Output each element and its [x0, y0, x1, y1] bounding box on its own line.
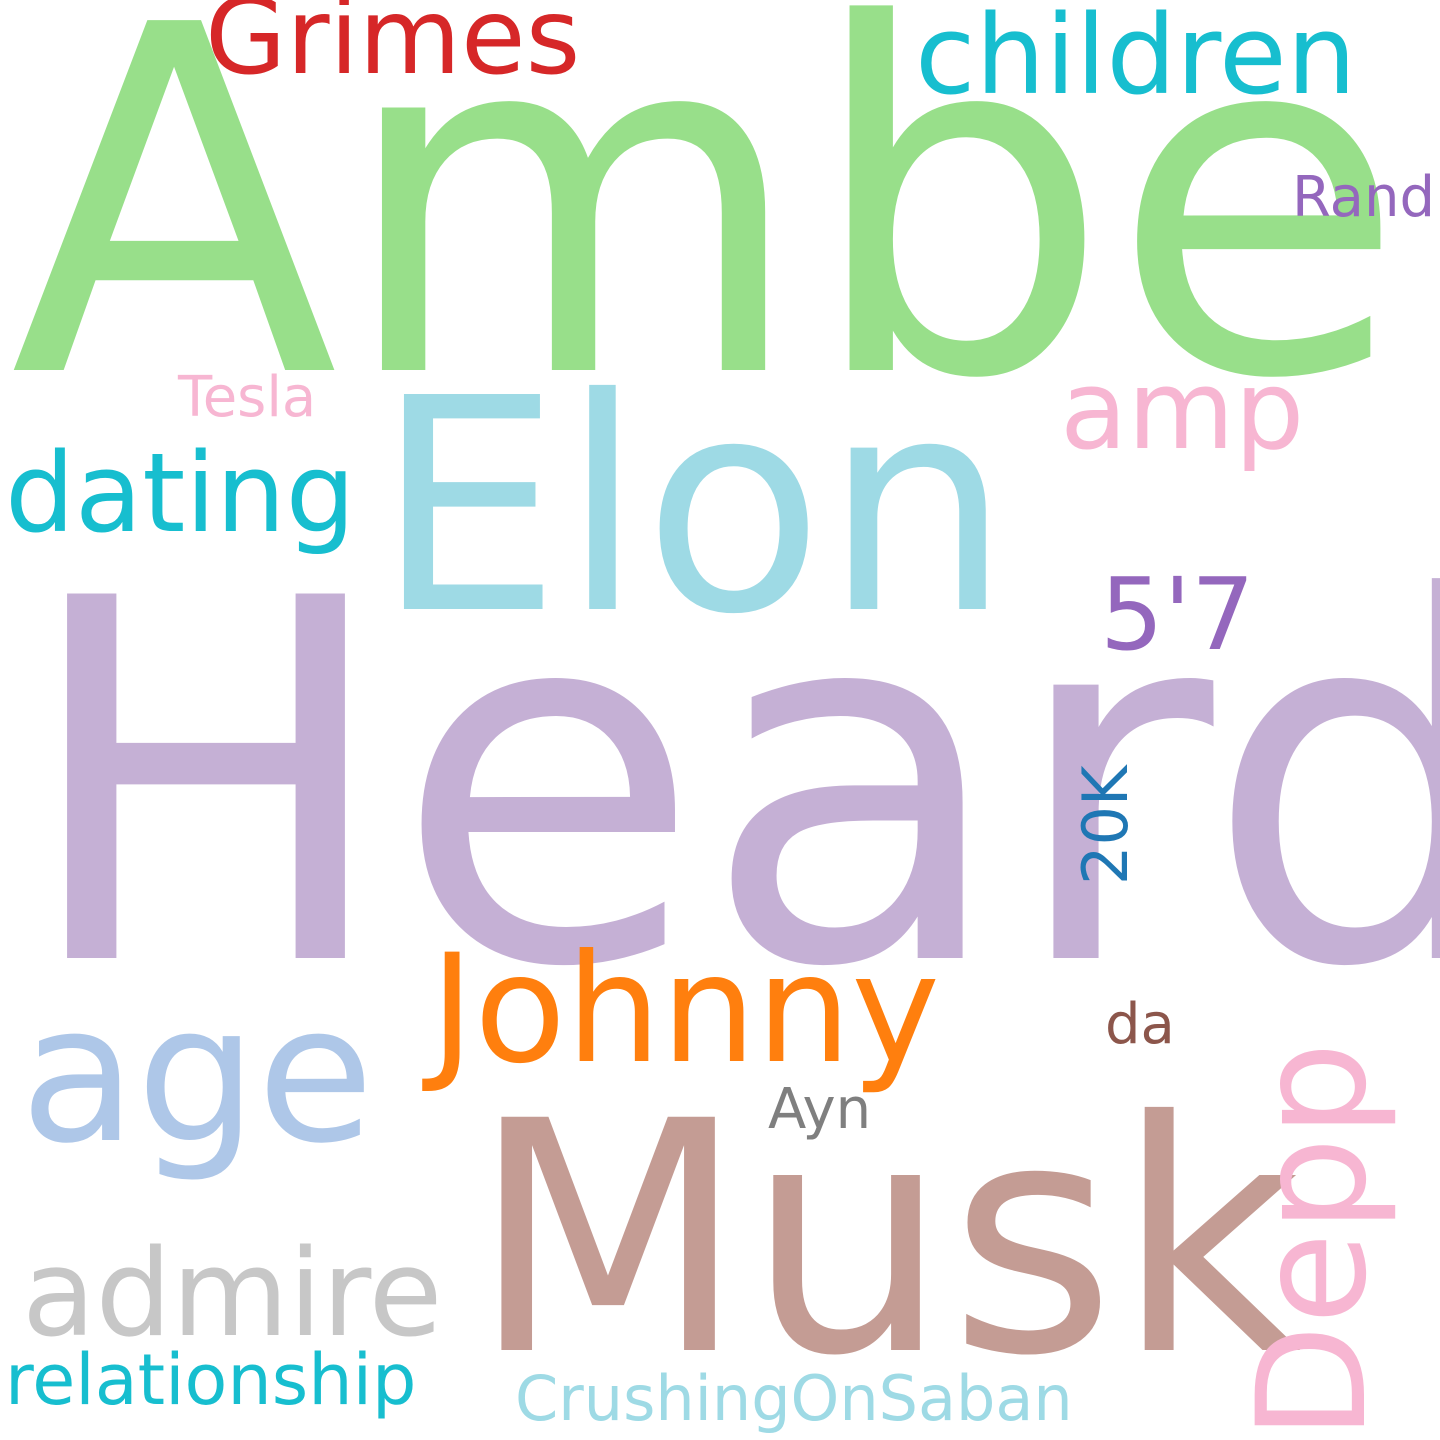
word-crushingonsaban: CrushingOnSaban — [515, 1362, 1073, 1435]
word-elon: Elon — [375, 335, 1011, 679]
word-admire: admire — [22, 1225, 443, 1364]
word-5-7: 5'7 — [1100, 556, 1255, 673]
word-age: age — [20, 964, 374, 1185]
word-rand: Rand — [1292, 165, 1436, 230]
word-ayn: Ayn — [768, 1077, 872, 1142]
word-johnny: Johnny — [430, 923, 940, 1097]
word-tesla: Tesla — [178, 365, 317, 430]
word-20k: 20K — [1069, 765, 1142, 885]
word-grimes: Grimes — [205, 0, 581, 98]
word-depp: Depp — [1226, 1041, 1400, 1440]
word-heard: Heard — [18, 494, 1440, 1076]
word-dating: dating — [5, 429, 356, 557]
word-relationship: relationship — [5, 1339, 417, 1421]
word-amber: Amber — [10, 0, 1440, 484]
word-musk: Musk — [470, 1054, 1301, 1426]
word-da: da — [1105, 992, 1175, 1057]
word-children: children — [915, 0, 1357, 119]
word-amp: amp — [1060, 346, 1305, 474]
